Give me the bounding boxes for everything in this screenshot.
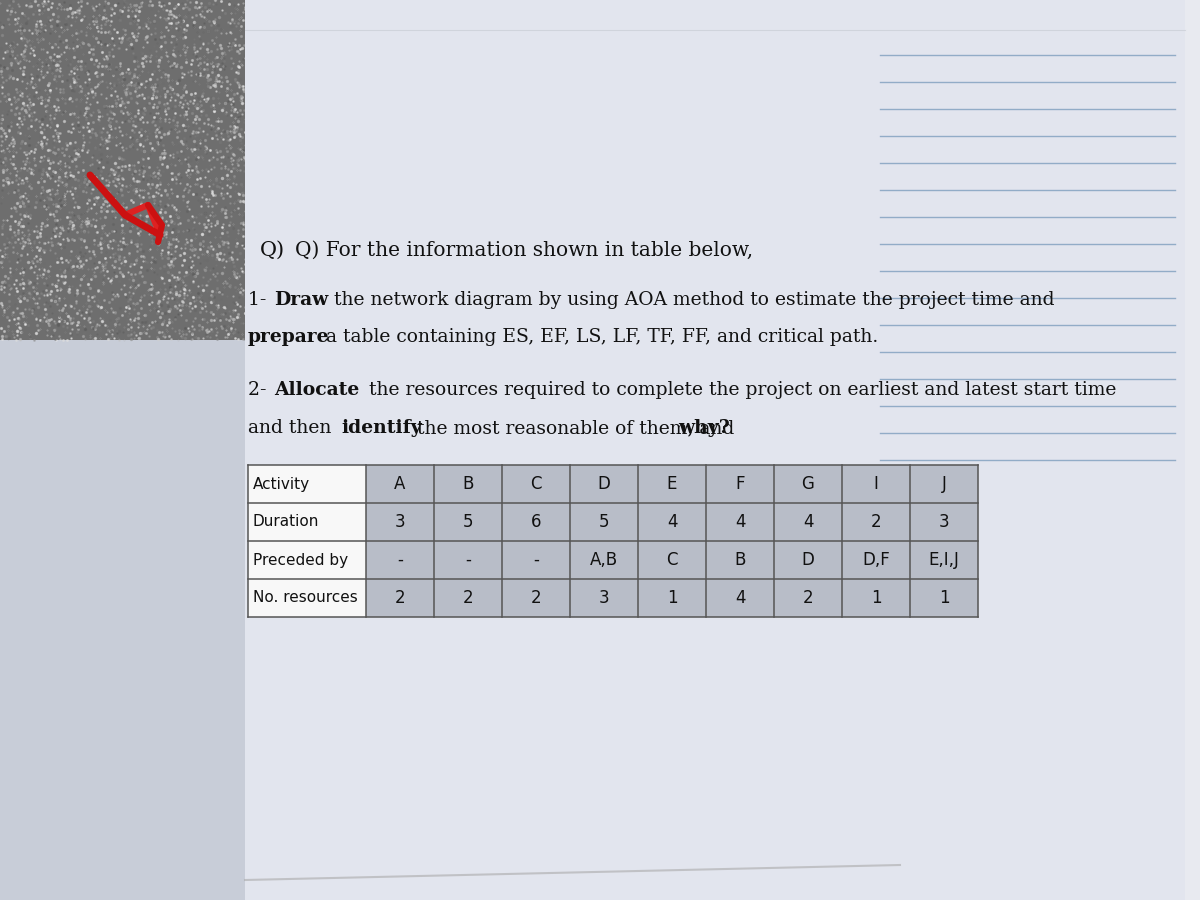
Text: A,B: A,B xyxy=(590,551,618,569)
Text: the network diagram by using AOA method to estimate the project time and: the network diagram by using AOA method … xyxy=(328,291,1055,309)
Text: 5: 5 xyxy=(599,513,610,531)
Text: C: C xyxy=(666,551,678,569)
Bar xyxy=(248,579,366,617)
Text: G: G xyxy=(802,475,815,493)
Bar xyxy=(366,503,978,541)
Bar xyxy=(366,541,978,579)
Text: why?: why? xyxy=(678,419,730,437)
Text: Preceded by: Preceded by xyxy=(253,553,348,568)
Text: the most reasonable of them, and: the most reasonable of them, and xyxy=(410,419,740,437)
Bar xyxy=(366,579,978,617)
Text: 5: 5 xyxy=(463,513,473,531)
Text: J: J xyxy=(942,475,947,493)
Text: 3: 3 xyxy=(395,513,406,531)
Text: 1-: 1- xyxy=(248,291,272,309)
FancyBboxPatch shape xyxy=(0,0,310,340)
Text: 3: 3 xyxy=(599,589,610,607)
Text: F: F xyxy=(736,475,745,493)
Text: a table containing ES, EF, LS, LF, TF, FF, and critical path.: a table containing ES, EF, LS, LF, TF, F… xyxy=(320,328,878,346)
Text: 2: 2 xyxy=(530,589,541,607)
Text: 1: 1 xyxy=(667,589,677,607)
Text: 4: 4 xyxy=(734,589,745,607)
Bar xyxy=(248,503,366,541)
Text: E: E xyxy=(667,475,677,493)
Text: I: I xyxy=(874,475,878,493)
Text: Duration: Duration xyxy=(253,515,319,529)
Text: 1: 1 xyxy=(938,589,949,607)
Bar xyxy=(366,465,978,503)
Text: 4: 4 xyxy=(667,513,677,531)
Text: D: D xyxy=(802,551,815,569)
Text: C: C xyxy=(530,475,541,493)
Text: Q): Q) xyxy=(260,240,286,259)
Text: 2: 2 xyxy=(803,589,814,607)
FancyBboxPatch shape xyxy=(270,0,1200,900)
Text: D: D xyxy=(598,475,611,493)
Text: Allocate: Allocate xyxy=(274,381,359,399)
Text: 3: 3 xyxy=(938,513,949,531)
Text: -: - xyxy=(397,551,403,569)
Text: 2: 2 xyxy=(463,589,473,607)
Text: 4: 4 xyxy=(734,513,745,531)
Text: A: A xyxy=(395,475,406,493)
Text: the resources required to complete the project on earliest and latest start time: the resources required to complete the p… xyxy=(364,381,1116,399)
Text: No. resources: No. resources xyxy=(253,590,358,606)
Text: 1: 1 xyxy=(871,589,881,607)
Text: Q) For the information shown in table below,: Q) For the information shown in table be… xyxy=(295,240,754,259)
Text: 2: 2 xyxy=(395,589,406,607)
Text: E,I,J: E,I,J xyxy=(929,551,960,569)
Text: 6: 6 xyxy=(530,513,541,531)
Text: B: B xyxy=(462,475,474,493)
Text: B: B xyxy=(734,551,745,569)
Text: 2-: 2- xyxy=(248,381,272,399)
Text: 2: 2 xyxy=(871,513,881,531)
Text: -: - xyxy=(466,551,470,569)
FancyBboxPatch shape xyxy=(245,0,1186,900)
Text: identify: identify xyxy=(341,419,421,437)
Text: and then: and then xyxy=(248,419,337,437)
Text: prepare: prepare xyxy=(248,328,330,346)
Bar xyxy=(248,541,366,579)
Text: D,F: D,F xyxy=(862,551,890,569)
Bar xyxy=(248,465,366,503)
Text: Draw: Draw xyxy=(274,291,329,309)
Text: 4: 4 xyxy=(803,513,814,531)
Text: Activity: Activity xyxy=(253,476,310,491)
Text: -: - xyxy=(533,551,539,569)
